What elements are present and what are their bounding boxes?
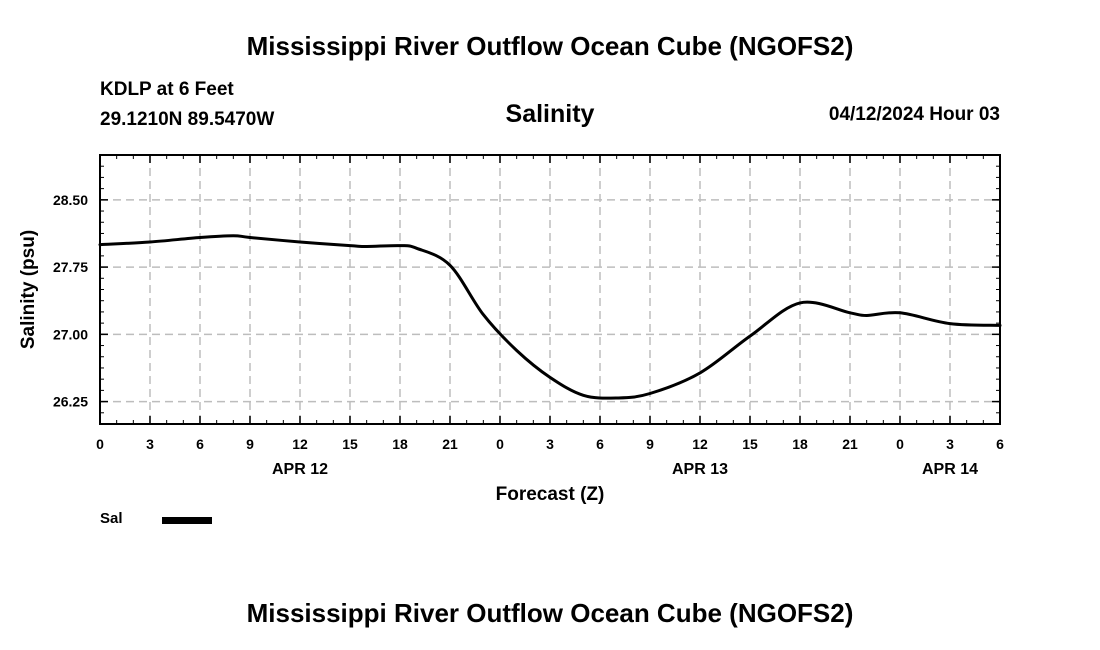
grid-lines	[100, 155, 1000, 424]
y-tick-label: 27.00	[53, 326, 88, 342]
x-tick-label: 6	[996, 436, 1004, 452]
station-info: KDLP at 6 Feet 29.1210N 89.5470W	[100, 75, 274, 135]
x-tick-label: 21	[842, 436, 858, 452]
station-name: KDLP at 6 Feet	[100, 79, 234, 100]
x-tick-label: 21	[442, 436, 458, 452]
x-tick-label: 15	[742, 436, 758, 452]
x-tick-label: 6	[596, 436, 604, 452]
x-axis-title: Forecast (Z)	[496, 484, 605, 505]
series-line-sal	[98, 234, 1002, 400]
x-date-label: APR 13	[672, 461, 728, 478]
y-tick-label: 27.75	[53, 259, 88, 275]
x-tick-label: 18	[392, 436, 408, 452]
y-tick-label: 28.50	[53, 192, 88, 208]
x-tick-label: 0	[96, 436, 104, 452]
x-tick-label: 12	[292, 436, 308, 452]
x-tick-label: 3	[146, 436, 154, 452]
station-coords: 29.1210N 89.5470W	[100, 109, 275, 130]
x-tick-label: 6	[196, 436, 204, 452]
x-tick-label: 0	[496, 436, 504, 452]
x-tick-label: 15	[342, 436, 358, 452]
y-axis-title: Salinity (psu)	[18, 230, 39, 349]
x-tick-label: 18	[792, 436, 808, 452]
x-tick-label: 12	[692, 436, 708, 452]
forecast-datetime: 04/12/2024 Hour 03	[828, 104, 1000, 125]
legend-label: Sal	[100, 510, 123, 527]
x-tick-label: 9	[246, 436, 254, 452]
x-tick-label: 9	[646, 436, 654, 452]
x-date-label: APR 12	[272, 461, 328, 478]
x-tick-label: 3	[546, 436, 554, 452]
x-tick-label: 0	[896, 436, 904, 452]
x-tick-label: 3	[946, 436, 954, 452]
y-tick-label: 26.25	[53, 394, 88, 410]
chart-title: Salinity	[505, 100, 595, 128]
x-axis: 0 3 6 9 12 15 18 21 0 3 6 9 12 15 18 21 0 3 6 APR 12 APR 13 A…	[96, 155, 1004, 478]
footer-title: Mississippi River Outflow Ocean Cube (NG…	[246, 598, 854, 628]
page-title: Mississippi River Outflow Ocean Cube (NG…	[246, 31, 854, 61]
legend-swatch	[162, 517, 212, 524]
x-date-label: APR 14	[922, 461, 978, 478]
y-axis: 26.25 27.00 27.75 28.50	[53, 154, 1000, 425]
